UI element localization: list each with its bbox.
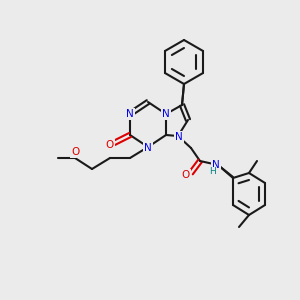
- Text: N: N: [212, 160, 220, 170]
- Text: N: N: [144, 143, 152, 153]
- Text: N: N: [126, 109, 134, 119]
- Text: O: O: [71, 147, 79, 157]
- Text: N: N: [175, 132, 183, 142]
- Text: H: H: [210, 167, 216, 176]
- Text: O: O: [182, 170, 190, 180]
- Text: O: O: [106, 140, 114, 150]
- Text: N: N: [162, 109, 170, 119]
